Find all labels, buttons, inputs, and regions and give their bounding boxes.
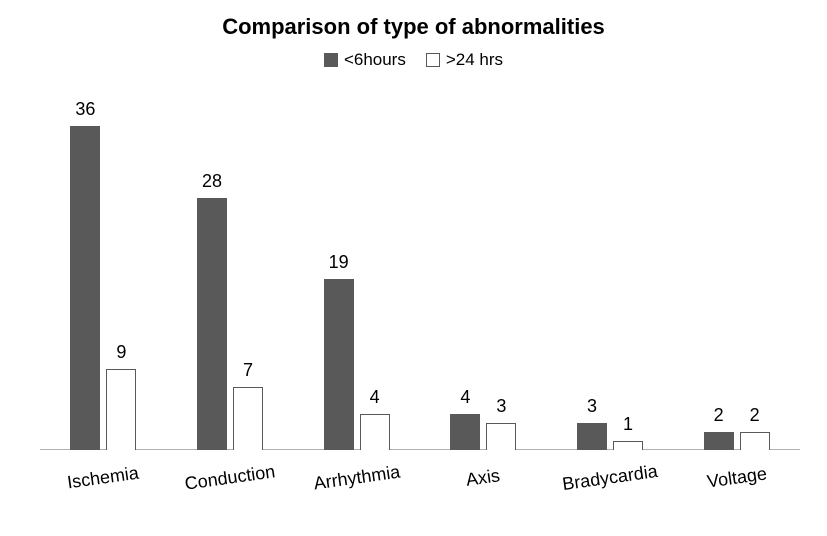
bar-series2-5	[740, 432, 770, 450]
bar-series1-3	[450, 414, 480, 450]
bar-value-series2-1: 7	[218, 360, 278, 381]
chart-container: Comparison of type of abnormalities <6ho…	[0, 0, 827, 536]
bar-value-series1-2: 19	[309, 252, 369, 273]
bar-series2-3	[486, 423, 516, 450]
legend-swatch-1	[426, 53, 440, 67]
category-label-5: Voltage	[705, 463, 767, 492]
bar-series1-0	[70, 126, 100, 450]
category-label-0: Ischemia	[66, 463, 140, 494]
bar-series2-0	[106, 369, 136, 450]
bar-value-series1-0: 36	[55, 99, 115, 120]
legend-item-0: <6hours	[324, 50, 406, 70]
bar-series1-2	[324, 279, 354, 450]
bar-value-series2-0: 9	[91, 342, 151, 363]
x-axis-baseline	[40, 449, 800, 450]
bar-series2-1	[233, 387, 263, 450]
legend-label-0: <6hours	[344, 50, 406, 70]
category-label-3: Axis	[465, 465, 502, 491]
bar-series2-2	[360, 414, 390, 450]
chart-legend: <6hours >24 hrs	[0, 50, 827, 72]
bar-value-series2-4: 1	[598, 414, 658, 435]
legend-item-1: >24 hrs	[426, 50, 503, 70]
chart-title: Comparison of type of abnormalities	[0, 14, 827, 40]
category-label-1: Conduction	[183, 461, 276, 494]
category-label-4: Bradycardia	[561, 461, 659, 495]
legend-label-1: >24 hrs	[446, 50, 503, 70]
category-label-2: Arrhythmia	[312, 462, 401, 495]
bar-value-series1-1: 28	[182, 171, 242, 192]
legend-swatch-0	[324, 53, 338, 67]
plot-area: 369Ischemia287Conduction194Arrhythmia43A…	[40, 90, 800, 450]
bar-series2-4	[613, 441, 643, 450]
bar-value-series2-5: 2	[725, 405, 785, 426]
bar-value-series2-2: 4	[345, 387, 405, 408]
bar-series1-1	[197, 198, 227, 450]
bar-series1-5	[704, 432, 734, 450]
bar-value-series2-3: 3	[471, 396, 531, 417]
